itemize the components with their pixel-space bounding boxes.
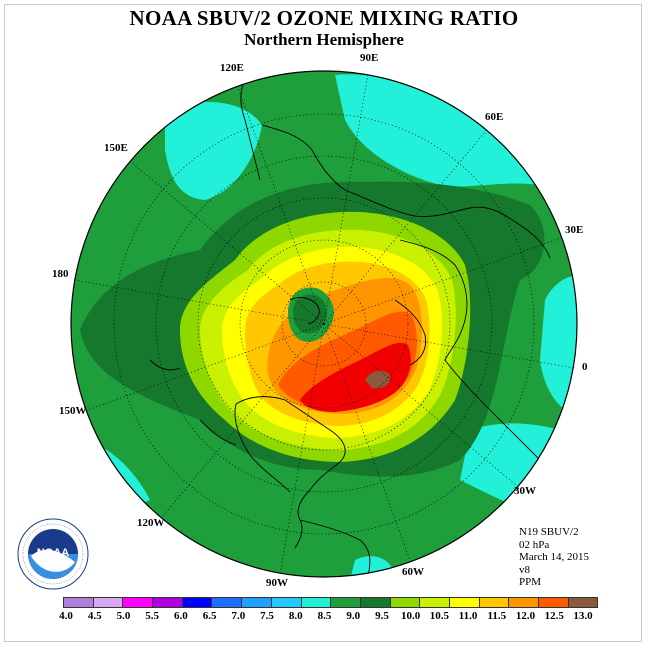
lon-label-90e: 90E [360,52,379,64]
map-boundary [70,70,578,578]
contour-13-0 [365,370,391,389]
meridian-line [74,279,325,325]
colorbar-tick-label: 11.0 [458,610,478,622]
colorbar [63,597,599,608]
colorbar-swatch [122,597,154,608]
lon-label-60e: 60E [485,111,504,123]
latitude-circle [281,281,367,367]
map-title: NOAA SBUV/2 OZONE MIXING RATIO [129,6,519,30]
metadata-block: N19 SBUV/2 02 hPa March 14, 2015 v8 PPM [519,526,589,589]
colorbar-tick-label: 5.5 [145,610,160,622]
colorbar-swatch [567,597,599,608]
colorbar-swatch [300,597,332,608]
lon-label-120e: 120E [220,62,244,74]
colorbar-swatch [211,597,243,608]
colorbar-tick-label: 4.0 [59,610,73,622]
contour-12-5 [300,342,411,412]
meridian-line [279,323,325,574]
colorbar-tick-label: 9.0 [346,610,361,622]
colorbar-swatch [181,597,213,608]
version-label: v8 [519,563,530,576]
polar-low-dark [293,294,328,334]
meridian-line [323,129,487,325]
noaa-logo-text: NOAA [37,547,69,559]
latitude-circle [197,197,451,451]
instrument-label: N19 SBUV/2 [519,526,579,538]
colorbar-tick-label: 10.5 [429,610,449,622]
colorbar-swatch [330,597,361,608]
lon-label-30e: 30E [565,224,584,236]
colorbar-tick-label: 12.0 [515,610,536,622]
colorbar-tick-label: 11.5 [487,610,507,622]
colorbar-ticks: 4.0 4.5 5.0 5.5 6.0 6.5 7.0 7.5 8.0 8.5 9.0 9.5 10.0… [0,610,648,624]
cyan-lobe-east [540,276,577,420]
noaa-logo: NOAA [17,518,89,590]
meridian-line [86,323,325,411]
colorbar-swatch [152,597,183,608]
colorbar-tick-label: 7.5 [260,610,274,622]
colorbar-tick-label: 4.5 [87,610,102,622]
meridian-line [323,323,519,487]
figure-frame [4,4,642,642]
meridian-line [129,161,325,325]
colorbar-swatch [270,597,302,608]
units-label: PPM [519,576,542,588]
map-subtitle: Northern Hemisphere [244,30,404,49]
lon-label-150e: 150E [104,142,128,154]
colorbar-tick-label: 6.0 [174,610,188,622]
meridian-line [323,237,562,325]
lon-label-180: 180 [52,268,69,280]
colorbar-tick-label: 13.0 [573,610,593,622]
colorbar-swatch [448,597,480,608]
colorbar-swatch [478,597,510,608]
level-label: 02 hPa [519,538,550,551]
colorbar-tick-label: 7.0 [231,610,246,622]
meridian-line [323,74,369,325]
latitude-circle [239,239,409,409]
meridian-line [161,323,325,519]
date-label: March 14, 2015 [519,551,589,563]
colorbar-swatch [508,597,539,608]
colorbar-tick-label: 9.5 [375,610,389,622]
lon-label-60w: 60W [402,566,424,578]
lon-label-120w: 120W [137,517,165,529]
colorbar-tick-label: 6.5 [202,610,217,622]
lon-label-30w: 30W [514,485,536,497]
latitude-circle [113,113,535,535]
colorbar-swatch [359,597,391,608]
lon-label-90w: 90W [266,577,288,589]
colorbar-tick-label: 8.5 [317,610,332,622]
latitude-circle [155,155,493,493]
colorbar-swatch [92,597,124,608]
colorbar-swatch [419,597,450,608]
colorbar-tick-label: 5.0 [116,610,131,622]
colorbar-tick-label: 8.0 [288,610,303,622]
meridian-line [323,323,574,369]
meridian-line [237,86,325,325]
colorbar-swatch [241,597,272,608]
meridian-line [323,323,411,562]
cyan-lobe-north [335,74,540,187]
colorbar-swatch [538,597,569,608]
lon-label-150w: 150W [59,405,87,417]
graticule [74,74,574,574]
cyan-lobe-northwest [165,102,262,200]
colorbar-swatch [63,597,94,608]
colorbar-tick-label: 12.5 [544,610,564,622]
colorbar-tick-label: 10.0 [401,610,421,622]
colorbar-swatch [389,597,421,608]
lon-label-0: 0 [582,361,588,373]
